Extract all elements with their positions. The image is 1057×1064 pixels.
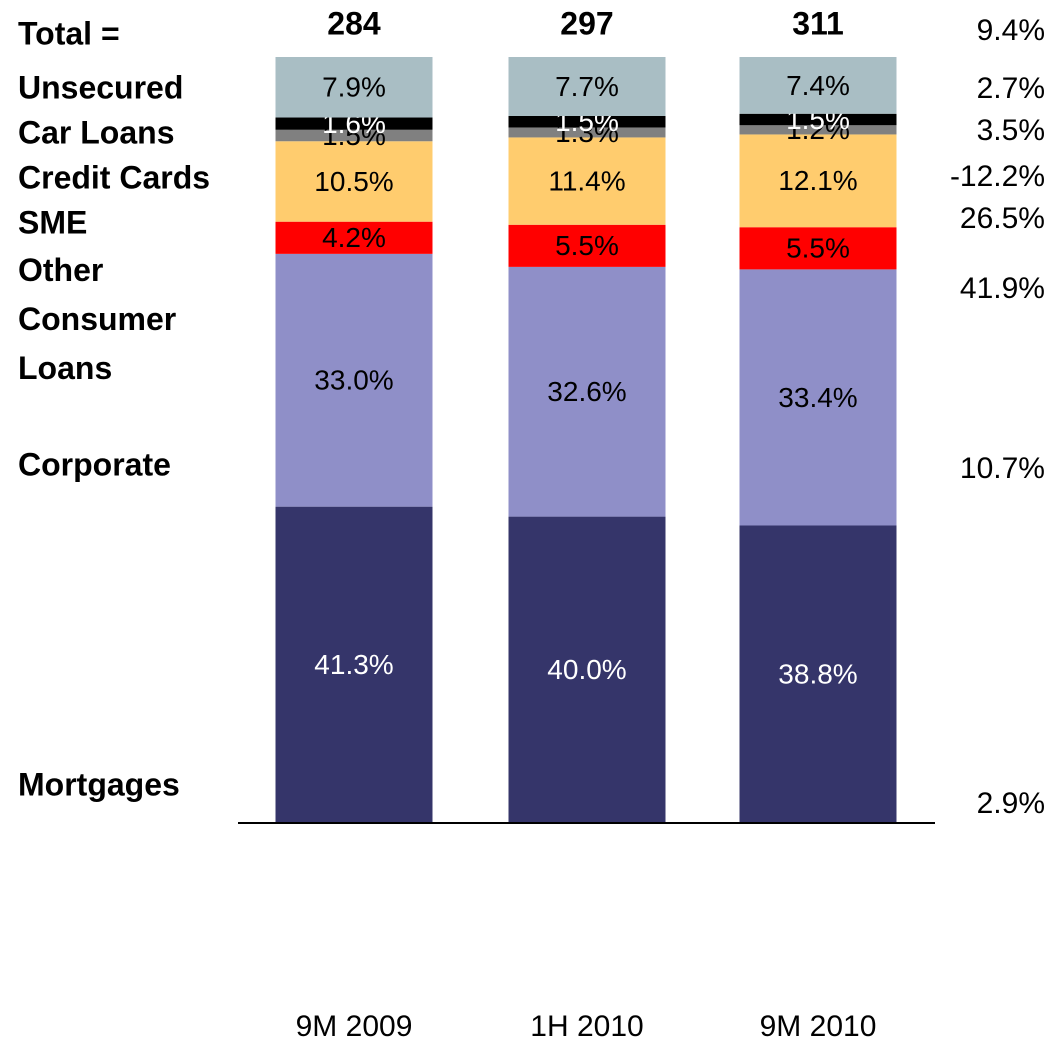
growth-label: 26.5% [960, 202, 1045, 235]
growth-label: 3.5% [977, 114, 1045, 147]
segment-label: 12.1% [778, 165, 857, 196]
series-name: Corporate [18, 446, 171, 482]
bar-segment [739, 134, 897, 228]
segment-label: 7.9% [322, 72, 386, 103]
bar-segment [739, 125, 897, 135]
segment-label: 11.4% [548, 165, 625, 196]
total-label: 311 [792, 5, 844, 41]
segment-label: 38.8% [778, 659, 857, 690]
series-name-line: Consumer [18, 301, 176, 337]
growth-label: 41.9% [960, 272, 1045, 305]
series-name: Unsecured [18, 69, 183, 105]
segment-label: 5.5% [786, 233, 850, 264]
x-tick-label: 1H 2010 [530, 1010, 643, 1043]
bar-segment [275, 57, 433, 118]
bar-segment [508, 516, 666, 823]
segment-label: 10.5% [314, 166, 393, 197]
segment-label: 33.0% [314, 365, 393, 396]
segment-label: 41.3% [314, 649, 393, 680]
x-tick-label: 9M 2010 [760, 1010, 877, 1043]
series-name: Other Consumer Loans [18, 252, 176, 386]
bar-segment [275, 253, 433, 507]
segment-label: 33.4% [778, 382, 857, 413]
x-tick-label: 9M 2009 [296, 1010, 413, 1043]
bar-segment [739, 113, 897, 126]
segment-label: 40.0% [547, 654, 626, 685]
bar-segment [275, 506, 433, 823]
series-name: Mortgages [18, 766, 180, 802]
totals-label: Total = [18, 15, 120, 51]
series-name-line: Other [18, 252, 103, 288]
total-growth: 9.4% [977, 14, 1045, 47]
total-label: 297 [560, 5, 613, 41]
segment-label: 7.4% [786, 70, 850, 101]
total-label: 284 [327, 5, 381, 41]
bar-segment [508, 57, 666, 116]
series-name: SME [18, 204, 87, 240]
bar-segment [275, 129, 433, 142]
growth-label: 2.9% [977, 787, 1045, 820]
segment-label: 4.2% [322, 222, 386, 253]
series-name-line: Loans [18, 350, 112, 386]
growth-label: 10.7% [960, 452, 1045, 485]
segment-label: 32.6% [547, 376, 626, 407]
series-name: Car Loans [18, 114, 174, 150]
bar-segment [275, 117, 433, 130]
bar-segment [739, 269, 897, 526]
bar-segment [739, 57, 897, 114]
segment-label: 7.7% [555, 71, 619, 102]
bar-segment [508, 266, 666, 517]
bar-segment [508, 127, 666, 138]
bar-segment [508, 115, 666, 128]
bar-segment [508, 137, 666, 225]
bar-segment [508, 224, 666, 267]
bar-segment [275, 141, 433, 222]
bar-segment [275, 221, 433, 254]
growth-label: -12.2% [950, 160, 1045, 193]
bar-segment [739, 525, 897, 823]
bar-segment [739, 227, 897, 270]
segment-label: 5.5% [555, 230, 619, 261]
series-name: Credit Cards [18, 159, 210, 195]
growth-label: 2.7% [977, 72, 1045, 105]
